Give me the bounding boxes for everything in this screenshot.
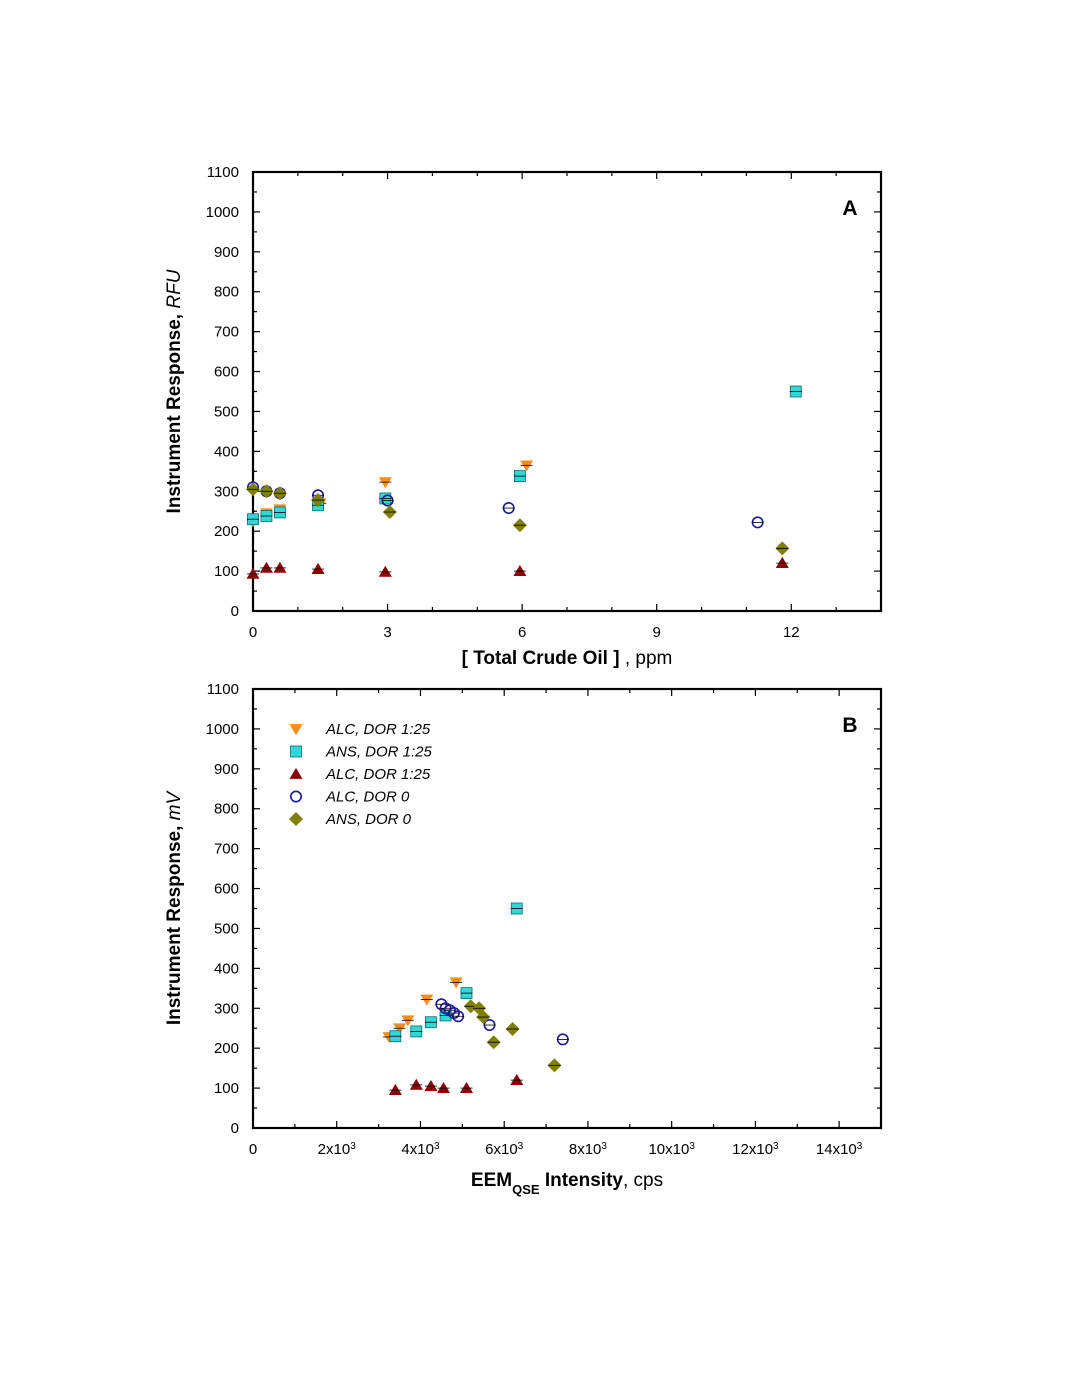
y-tick-label: 800 (214, 284, 239, 301)
data-point (388, 1083, 402, 1095)
series-diamond (246, 482, 790, 556)
series-diamond (463, 999, 562, 1073)
y-tick-label: 0 (231, 1120, 239, 1137)
x-tick-label: 10x103 (648, 1141, 695, 1159)
y-tick-label: 1100 (207, 164, 239, 181)
data-point (520, 460, 534, 472)
x-tick-label: 6x103 (485, 1141, 524, 1159)
y-tick-label: 100 (214, 563, 239, 580)
x-tick-label: 9 (653, 624, 661, 641)
legend-marker (289, 812, 303, 826)
x-axis-title: EEMQSE Intensity, cps (471, 1170, 663, 1197)
x-tick-label: 3 (383, 624, 391, 641)
x-tick-label: 0 (249, 1141, 257, 1158)
data-point (436, 1081, 450, 1093)
y-tick-label: 900 (214, 244, 239, 261)
y-tick-label: 1000 (206, 204, 239, 221)
y-tick-label: 600 (214, 364, 239, 381)
data-point (513, 564, 527, 576)
y-tick-label: 800 (214, 801, 239, 818)
legend-marker (289, 790, 302, 803)
y-axis-title: Instrument Response, RFU (164, 269, 185, 513)
y-tick-label: 200 (214, 1040, 239, 1057)
y-tick-label: 500 (214, 403, 239, 420)
y-tick-label: 0 (231, 603, 239, 620)
x-tick-label: 6 (518, 624, 526, 641)
y-tick-label: 900 (214, 761, 239, 778)
data-point (449, 977, 463, 989)
x-tick-label: 8x103 (569, 1141, 608, 1159)
legend-label: ALC, DOR 0 (325, 789, 410, 806)
data-point (259, 561, 273, 573)
data-point (409, 1078, 423, 1090)
legend-label: ALC, DOR 1:25 (325, 766, 431, 783)
x-tick-label: 14x103 (816, 1141, 863, 1159)
series-square (389, 902, 523, 1043)
x-tick-label: 2x103 (318, 1141, 357, 1159)
data-point (510, 1073, 524, 1085)
legend-label: ANS, DOR 1:25 (325, 744, 433, 761)
panel-a: 0 100 200 300 400 500 600 700 800 900 1000 1100 0 3 6 9… (164, 164, 883, 669)
series-circle-open (435, 998, 569, 1046)
data-point (775, 556, 789, 568)
y-tick-label: 100 (214, 1080, 239, 1097)
legend-label: ALC, DOR 1:25 (325, 721, 431, 738)
data-point (393, 1023, 407, 1035)
series-circle-open (247, 481, 764, 529)
data-point (378, 477, 392, 489)
y-axis-title: Instrument Response, mV (164, 790, 185, 1026)
series-square (247, 385, 802, 526)
y-tick-label: 600 (214, 881, 239, 898)
series-triangle-up (388, 1073, 524, 1095)
panel-label: A (842, 197, 857, 220)
y-tick-label: 400 (214, 443, 239, 460)
legend-marker (290, 745, 302, 758)
y-tick-label: 200 (214, 523, 239, 540)
y-tick-label: 1000 (206, 721, 239, 738)
x-tick-label: 12x103 (732, 1141, 779, 1159)
data-point (424, 1079, 438, 1091)
data-point (246, 567, 260, 579)
data-point (273, 561, 287, 573)
x-tick-label: 12 (783, 624, 800, 641)
data-point (460, 1081, 474, 1093)
legend: ALC, DOR 1:25 ANS, DOR 1:25 ALC, DOR 1:25 A… (289, 721, 433, 828)
panel-b: 0 100 200 300 400 500 600 700 800 900 1000 1100 0 2x1… (164, 681, 883, 1197)
legend-marker (289, 724, 303, 736)
y-tick-label: 700 (214, 324, 239, 341)
y-tick-label: 1100 (207, 681, 239, 698)
x-tick-label: 0 (249, 624, 257, 641)
y-tick-label: 300 (214, 483, 239, 500)
data-point (401, 1015, 415, 1027)
plot-frame (251, 170, 883, 613)
y-tick-label: 300 (214, 1000, 239, 1017)
y-tick-label: 700 (214, 841, 239, 858)
legend-marker (289, 767, 303, 779)
data-point (378, 565, 392, 577)
data-point (311, 562, 325, 574)
x-axis-title: [ Total Crude Oil ] , ppm (462, 648, 673, 669)
legend-label: ANS, DOR 0 (325, 811, 412, 828)
data-point (420, 994, 434, 1006)
x-tick-label: 4x103 (401, 1141, 440, 1159)
y-tick-label: 500 (214, 920, 239, 937)
panel-label: B (842, 714, 857, 737)
y-tick-label: 400 (214, 960, 239, 977)
series-triangle-up (246, 556, 789, 579)
